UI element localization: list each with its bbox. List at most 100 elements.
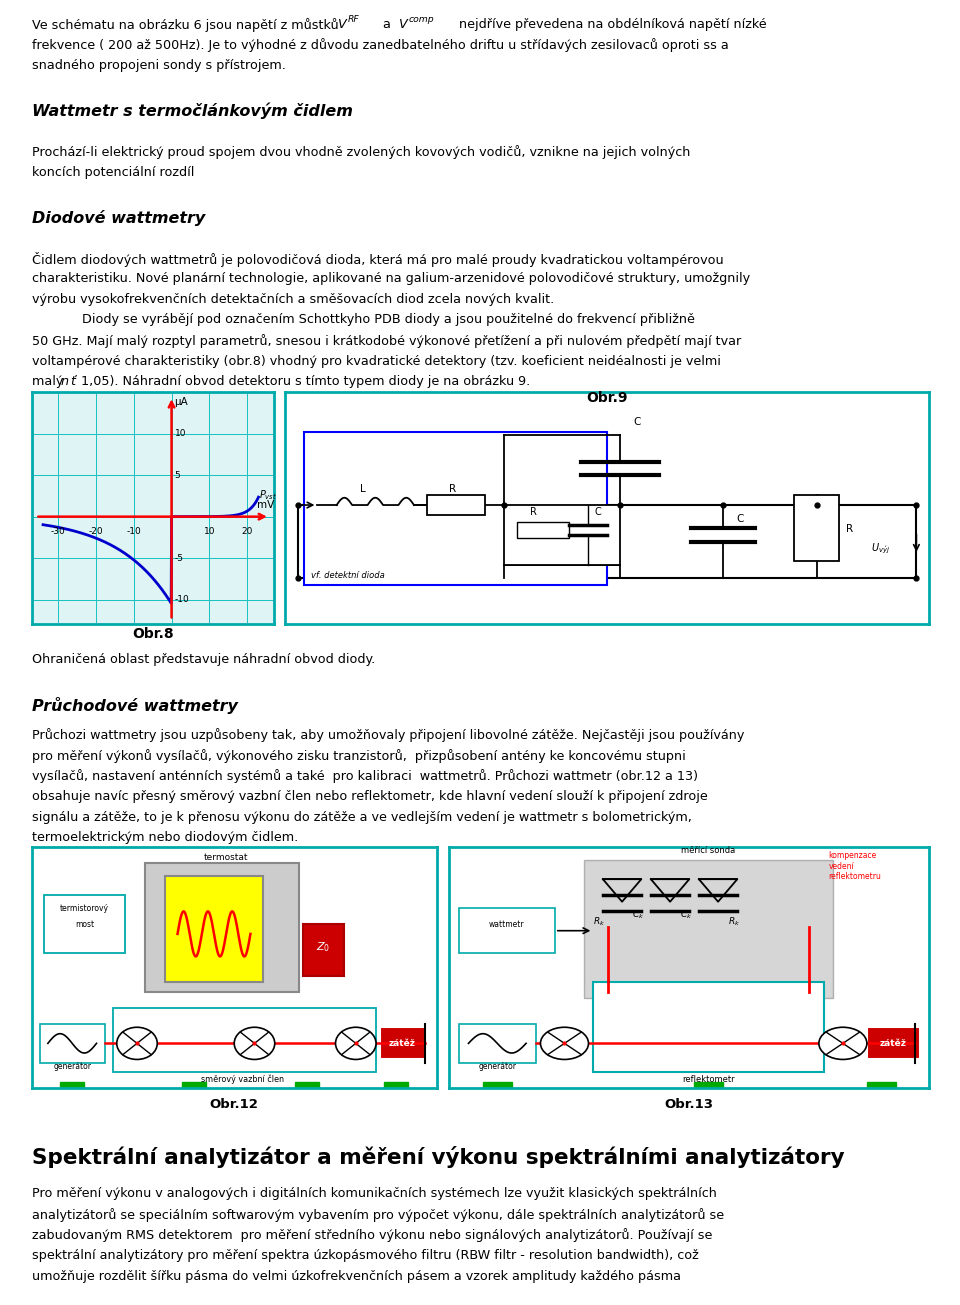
Text: kompenzace
vedení
reflektometru: kompenzace vedení reflektometru bbox=[828, 851, 881, 881]
Text: C: C bbox=[633, 418, 640, 428]
Text: vf. detektní dioda: vf. detektní dioda bbox=[311, 572, 385, 579]
Text: Průchodové wattmetry: Průchodové wattmetry bbox=[32, 697, 237, 714]
Bar bbox=[295, 1082, 320, 1095]
Text: generátor: generátor bbox=[53, 1062, 91, 1071]
Text: Ve schématu na obrázku 6 jsou napětí z můstků: Ve schématu na obrázku 6 jsou napětí z m… bbox=[32, 17, 343, 31]
Text: zabudovaným RMS detektorem  pro měření středního výkonu nebo signálových analyti: zabudovaným RMS detektorem pro měření st… bbox=[32, 1228, 712, 1242]
Text: -10: -10 bbox=[127, 527, 141, 535]
Text: 10: 10 bbox=[175, 429, 186, 438]
Bar bbox=[459, 908, 555, 953]
Text: $Z_0$: $Z_0$ bbox=[316, 940, 330, 954]
Text: nejdříve převedena na obdélníková napětí nízké: nejdříve převedena na obdélníková napětí… bbox=[455, 17, 767, 30]
Text: analytizátorů se speciálním softwarovým vybavením pro výpočet výkonu, dále spekt: analytizátorů se speciálním softwarovým … bbox=[32, 1207, 724, 1221]
Text: měřící sonda: měřící sonda bbox=[682, 847, 735, 856]
Text: obsahuje navíc přesný směrový vazbní člen nebo reflektometr, kde hlavní vedení s: obsahuje navíc přesný směrový vazbní čle… bbox=[32, 790, 708, 803]
Text: ť: ť bbox=[70, 376, 75, 389]
Text: reflektometr: reflektometr bbox=[683, 1075, 734, 1084]
Text: n: n bbox=[60, 376, 68, 389]
Text: termostat: termostat bbox=[204, 853, 249, 861]
Bar bbox=[867, 1027, 920, 1060]
Text: Obr.8: Obr.8 bbox=[132, 628, 174, 642]
Bar bbox=[165, 876, 263, 983]
Text: a: a bbox=[379, 17, 396, 30]
Circle shape bbox=[336, 1027, 376, 1060]
Text: charakteristiku. Nové planární technologie, aplikované na galium-arzenidové polo: charakteristiku. Nové planární technolog… bbox=[32, 273, 750, 286]
Circle shape bbox=[819, 1027, 867, 1060]
Text: Obr.12: Obr.12 bbox=[210, 1098, 258, 1111]
Text: most: most bbox=[75, 920, 94, 929]
Text: -20: -20 bbox=[88, 527, 104, 535]
Text: termistorový: termistorový bbox=[60, 904, 108, 913]
Text: V: V bbox=[399, 17, 408, 30]
Text: snadného propojeni sondy s přístrojem.: snadného propojeni sondy s přístrojem. bbox=[32, 59, 285, 72]
Text: 5: 5 bbox=[175, 471, 180, 480]
Text: R: R bbox=[449, 484, 456, 493]
Text: Spektrální analytizátor a měření výkonu spektrálními analytizátory: Spektrální analytizátor a měření výkonu … bbox=[32, 1146, 844, 1168]
Text: Průchozi wattmetry jsou uzpůsobeny tak, aby umožňovaly připojení libovolné zátěž: Průchozi wattmetry jsou uzpůsobeny tak, … bbox=[32, 728, 744, 743]
Bar bbox=[459, 1024, 536, 1062]
Text: frekvence ( 200 až 500Hz). Je to výhodné z důvodu zanedbatelného driftu u střída: frekvence ( 200 až 500Hz). Je to výhodné… bbox=[32, 38, 729, 52]
Bar bbox=[303, 924, 344, 976]
Text: μA: μA bbox=[175, 397, 188, 407]
Bar bbox=[584, 860, 833, 998]
Text: Diodové wattmetry: Diodové wattmetry bbox=[32, 210, 204, 226]
Text: V: V bbox=[338, 17, 347, 30]
Text: malý: malý bbox=[32, 376, 67, 389]
Text: Wattmetr s termočlánkovým čidlem: Wattmetr s termočlánkovým čidlem bbox=[32, 103, 352, 120]
Text: zátěž: zátěž bbox=[880, 1039, 906, 1048]
Text: generátor: generátor bbox=[478, 1062, 516, 1071]
Bar bbox=[593, 983, 824, 1073]
Text: R: R bbox=[530, 506, 537, 517]
Bar bbox=[60, 1082, 84, 1095]
Text: 10: 10 bbox=[204, 527, 215, 535]
Circle shape bbox=[117, 1027, 157, 1060]
Text: směrový vazbní člen: směrový vazbní člen bbox=[201, 1074, 284, 1084]
Bar bbox=[794, 495, 839, 561]
Text: L: L bbox=[360, 484, 366, 493]
Bar bbox=[384, 1082, 408, 1095]
Text: výrobu vysokofrekvenčních detektačních a směšovacích diod zcela nových kvalit.: výrobu vysokofrekvenčních detektačních a… bbox=[32, 292, 554, 305]
Text: 1,05). Náhradní obvod detektoru s tímto typem diody je na obrázku 9.: 1,05). Náhradní obvod detektoru s tímto … bbox=[81, 376, 530, 389]
Text: 50 GHz. Mají malý rozptyl parametrů, snesou i krátkodobé výkonové přetížení a př: 50 GHz. Mají malý rozptyl parametrů, sne… bbox=[32, 334, 741, 348]
Text: -10: -10 bbox=[175, 595, 189, 604]
Text: C: C bbox=[594, 506, 601, 517]
Text: $P_{vst}$: $P_{vst}$ bbox=[259, 488, 277, 502]
Text: $R_k$: $R_k$ bbox=[728, 915, 740, 928]
Text: $C_k$: $C_k$ bbox=[680, 908, 692, 921]
Text: Obr.13: Obr.13 bbox=[664, 1098, 714, 1111]
Text: zátěž: zátěž bbox=[389, 1039, 416, 1048]
Text: -5: -5 bbox=[175, 553, 183, 562]
Bar bbox=[483, 1082, 512, 1095]
Text: mV: mV bbox=[256, 500, 274, 510]
Text: RF: RF bbox=[348, 14, 359, 23]
Text: $R_k$: $R_k$ bbox=[593, 915, 606, 928]
Circle shape bbox=[234, 1027, 275, 1060]
Text: comp: comp bbox=[409, 14, 435, 23]
Text: Diody se vyrábějí pod označením Schottkyho PDB diody a jsou použitelné do frekve: Diody se vyrábějí pod označením Schottky… bbox=[82, 313, 694, 326]
Text: -30: -30 bbox=[51, 527, 65, 535]
Text: $U_{v\acute{y}j}$: $U_{v\acute{y}j}$ bbox=[872, 542, 890, 556]
Circle shape bbox=[540, 1027, 588, 1060]
Text: Prochází-li elektrický proud spojem dvou vhodně zvolených kovových vodičů, vznik: Prochází-li elektrický proud spojem dvou… bbox=[32, 145, 690, 159]
Bar bbox=[44, 895, 125, 953]
Text: Obr.9: Obr.9 bbox=[587, 392, 628, 405]
Text: signálu a zátěže, to je k přenosu výkonu do zátěže a ve vedlejším vedení je watt: signálu a zátěže, to je k přenosu výkonu… bbox=[32, 810, 691, 823]
Text: 20: 20 bbox=[242, 527, 252, 535]
Bar bbox=[39, 1024, 105, 1062]
Text: $C_k$: $C_k$ bbox=[632, 908, 644, 921]
Bar bbox=[867, 1082, 896, 1095]
Text: R: R bbox=[846, 523, 852, 534]
Text: termoelektrickým nebo diodovým čidlem.: termoelektrickým nebo diodovým čidlem. bbox=[32, 831, 298, 844]
Text: pro měření výkonů vysílačů, výkonového zisku tranzistorů,  přizpůsobení antény k: pro měření výkonů vysílačů, výkonového z… bbox=[32, 749, 685, 763]
Bar bbox=[181, 1082, 205, 1095]
Bar bbox=[504, 505, 620, 565]
Bar bbox=[145, 863, 300, 992]
Text: umožňuje rozdělit šířku pásma do velmi úzkofrekvenčních pásem a vzorek amplitudy: umožňuje rozdělit šířku pásma do velmi ú… bbox=[32, 1270, 681, 1283]
Text: voltampérové charakteristiky (obr.8) vhodný pro kvadratické detektory (tzv. koef: voltampérové charakteristiky (obr.8) vho… bbox=[32, 355, 721, 368]
Bar bbox=[112, 1007, 376, 1073]
Text: Pro měření výkonu v analogových i digitálních komunikačních systémech lze využit: Pro měření výkonu v analogových i digitá… bbox=[32, 1188, 716, 1201]
Text: wattmetr: wattmetr bbox=[489, 920, 525, 929]
Text: Čidlem diodových wattmetrů je polovodičová dioda, která má pro malé proudy kvadr: Čidlem diodových wattmetrů je polovodičo… bbox=[32, 252, 723, 266]
Bar bbox=[427, 495, 485, 515]
Text: Ohraničená oblast představuje náhradní obvod diody.: Ohraničená oblast představuje náhradní o… bbox=[32, 654, 375, 667]
